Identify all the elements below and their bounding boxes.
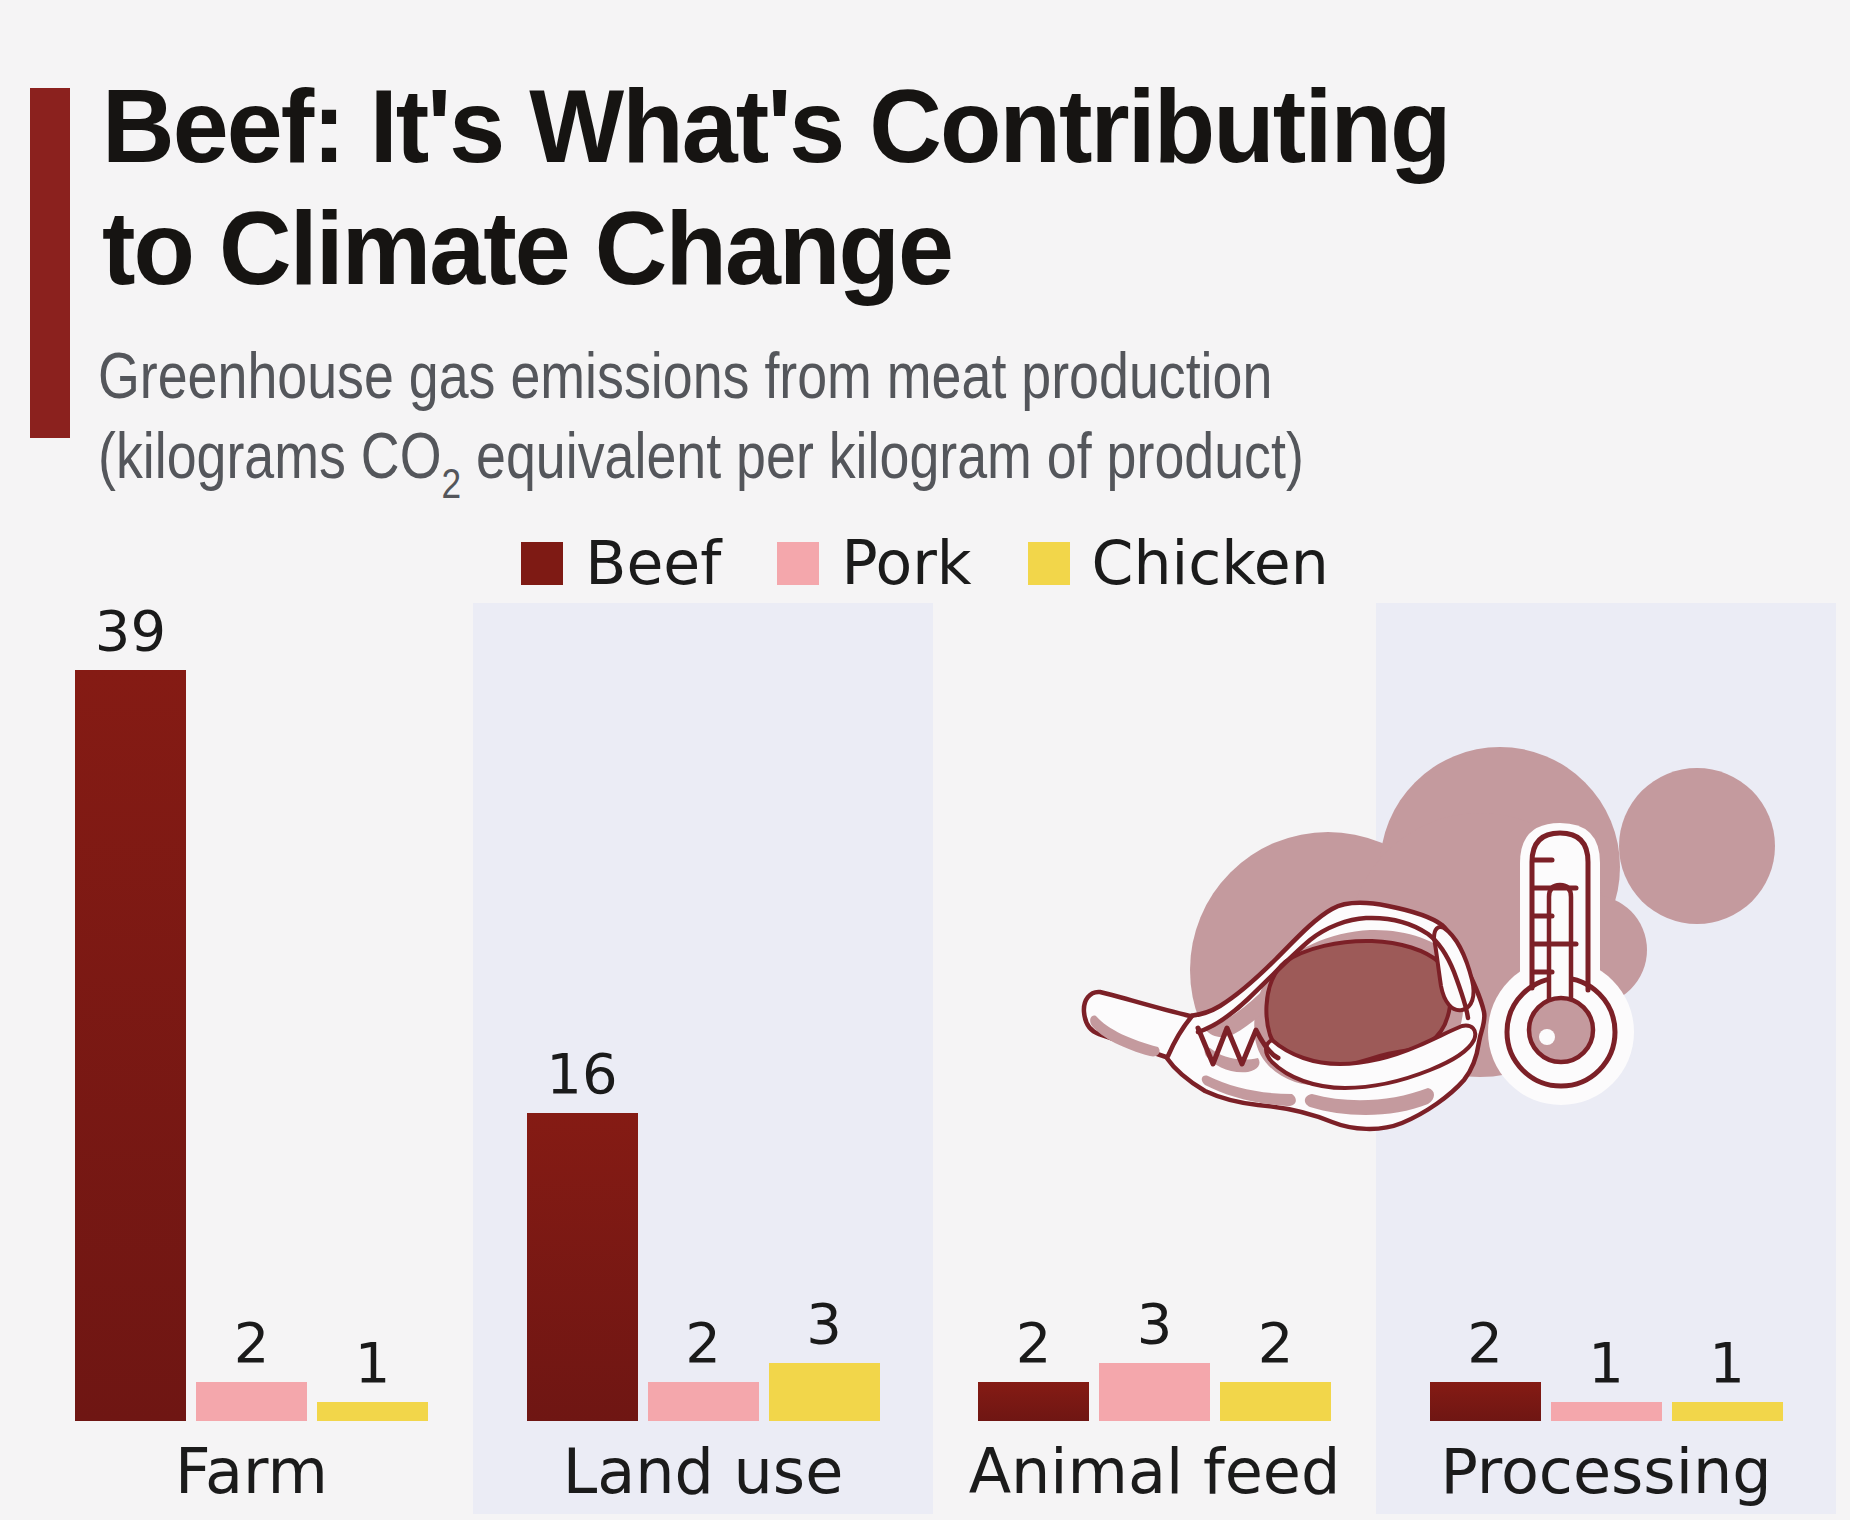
- meat-climate-illustration: [0, 0, 1850, 1520]
- infographic: Beef: It's What's Contributing to Climat…: [0, 0, 1850, 1520]
- thermometer-bulb-highlight: [1539, 1029, 1555, 1045]
- thermometer-inner-bulb: [1529, 998, 1593, 1062]
